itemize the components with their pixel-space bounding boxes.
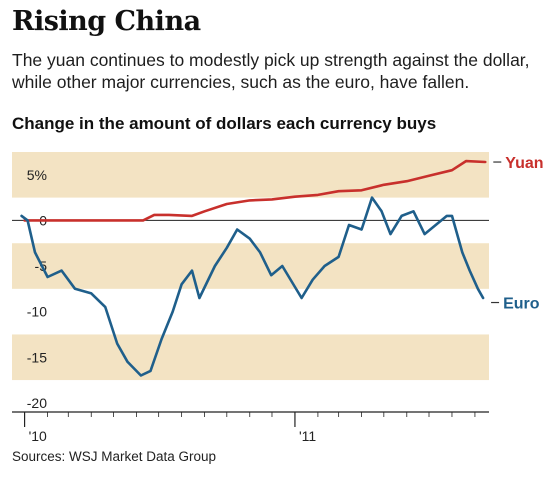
x-axis: '10 '11 xyxy=(12,411,489,444)
background-bands xyxy=(12,152,489,381)
y-tick-label: -15 xyxy=(27,349,47,365)
chart-title: Rising China xyxy=(12,6,201,37)
yuan-line xyxy=(23,159,487,222)
chart-subtitle: The yuan continues to modestly pick up s… xyxy=(12,50,530,92)
yuan-series-label: Yuan xyxy=(505,155,543,172)
euro-series-label: Euro xyxy=(503,296,540,313)
series-lines xyxy=(20,159,487,377)
band-lower xyxy=(12,334,489,381)
series-labels: Yuan Euro xyxy=(491,155,544,313)
band-middle xyxy=(12,243,489,289)
euro-line xyxy=(20,196,485,377)
y-tick-label: 5% xyxy=(27,167,47,183)
chart-heading: Change in the amount of dollars each cur… xyxy=(12,114,437,133)
source-note: Sources: WSJ Market Data Group xyxy=(12,449,217,464)
y-tick-label: -20 xyxy=(27,395,47,411)
x-tick-label: '11 xyxy=(299,428,316,444)
y-tick-label: -10 xyxy=(27,304,47,320)
band-top xyxy=(12,152,489,198)
x-tick-label: '10 xyxy=(29,428,47,444)
